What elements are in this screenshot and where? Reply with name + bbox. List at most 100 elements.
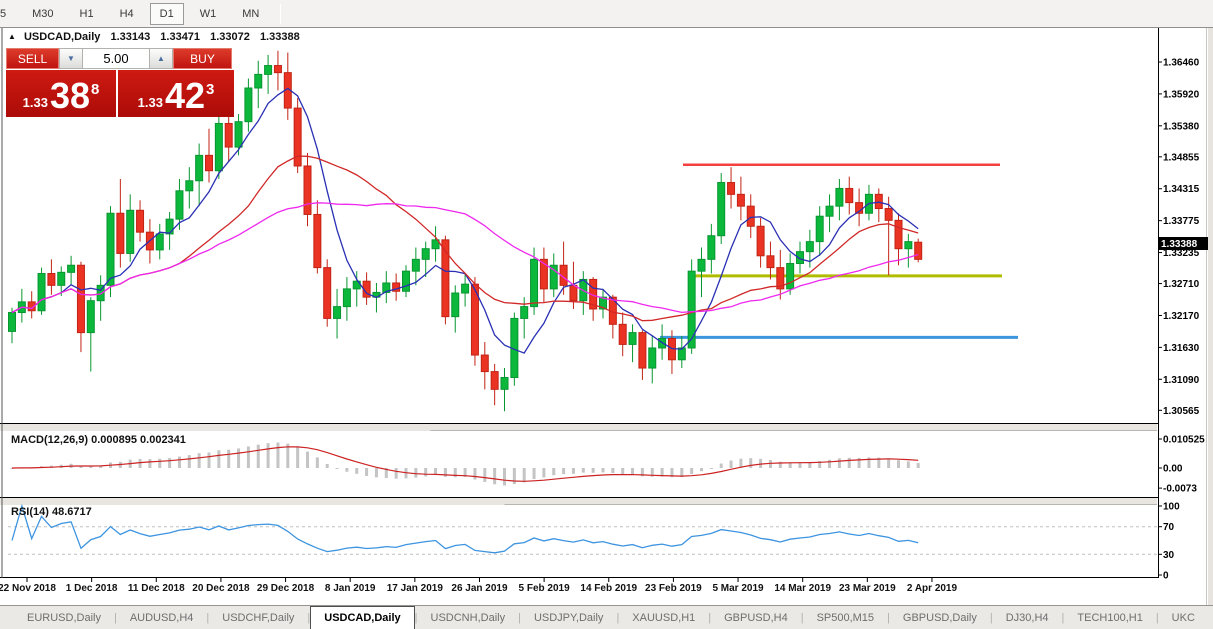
macd-values: 0.000895 0.002341	[91, 434, 186, 446]
toolbar-separator	[280, 3, 282, 24]
chart-tab-usdcnh[interactable]: USDCNH,Daily	[430, 611, 506, 624]
tab-separator: |	[616, 611, 620, 624]
chart-tab-usdcad[interactable]: USDCAD,Daily	[310, 606, 415, 629]
chart-tab-xauusd[interactable]: XAUUSD,H1	[632, 611, 696, 624]
ohlc-close: 1.33388	[259, 31, 300, 43]
time-axis-label: 5 Feb 2019	[518, 583, 570, 594]
chart-tab-tech100[interactable]: TECH100,H1	[1077, 611, 1143, 624]
time-axis-label: 8 Jan 2019	[324, 583, 376, 594]
tab-separator: |	[113, 611, 117, 624]
window-edge	[1208, 28, 1213, 629]
time-axis-label: 14 Feb 2019	[580, 583, 638, 594]
timeframe-button-h4[interactable]: H4	[119, 7, 134, 20]
time-axis-label: 2 Apr 2019	[906, 583, 958, 594]
tab-separator: |	[1155, 611, 1159, 624]
time-axis-label: 17 Jan 2019	[386, 583, 443, 594]
ask-quote-panel[interactable]: 1.33 42 3	[118, 70, 234, 117]
tab-separator: |	[414, 611, 418, 624]
ohlc-low: 1.33072	[210, 31, 250, 43]
timeframe-toolbar: 5 M30 H1 H4 D1 W1 MN	[0, 0, 1213, 28]
tab-separator: |	[307, 611, 311, 624]
tab-separator: |	[206, 611, 210, 624]
tab-separator: |	[708, 611, 712, 624]
svg-text:1.34855: 1.34855	[1163, 152, 1200, 163]
timeframe-button-h1[interactable]: H1	[79, 7, 94, 20]
svg-text:1.32710: 1.32710	[1163, 279, 1200, 290]
tab-separator: |	[518, 611, 521, 624]
tab-separator: |	[800, 611, 804, 624]
chart-title: ▲ USDCAD,Daily 1.33143 1.33471 1.33072 1…	[8, 31, 306, 43]
current-price-tag: 1.33388	[1161, 239, 1198, 250]
timeframe-button-d1[interactable]: D1	[149, 2, 184, 25]
macd-indicator-label: MACD(12,26,9) 0.000895 0.002341	[11, 434, 186, 446]
collapse-icon[interactable]: ▲	[8, 32, 16, 41]
time-axis-label: 5 Mar 2019	[712, 583, 764, 594]
svg-text:1.31630: 1.31630	[1163, 343, 1200, 354]
bid-quote-panel[interactable]: 1.33 38 8	[6, 70, 116, 117]
rsi-indicator-label: RSI(14) 48.6717	[11, 506, 92, 518]
svg-text:1.36460: 1.36460	[1163, 58, 1200, 69]
volume-input[interactable]	[83, 48, 149, 69]
ask-prefix: 1.33	[137, 95, 163, 110]
timeframe-button-m30[interactable]: M30	[32, 7, 54, 20]
chart-tab-usdchf[interactable]: USDCHF,Daily	[222, 611, 295, 624]
timeframe-button-mn[interactable]: MN	[242, 7, 260, 20]
time-axis-label: 14 Mar 2019	[774, 583, 832, 594]
macd-name: MACD(12,26,9)	[11, 434, 89, 446]
svg-text:-0.0073: -0.0073	[1163, 484, 1197, 495]
tab-separator: |	[989, 611, 993, 624]
bid-point: 8	[91, 81, 100, 98]
ask-point: 3	[206, 81, 215, 98]
ask-pips: 42	[164, 75, 205, 116]
bid-prefix: 1.33	[22, 95, 48, 110]
timeframe-button-w1[interactable]: W1	[199, 7, 217, 20]
svg-text:1.31090: 1.31090	[1163, 375, 1200, 386]
svg-text:1.30565: 1.30565	[1163, 406, 1200, 417]
volume-increase-button[interactable]: ▲	[149, 48, 173, 69]
rsi-name: RSI(14)	[11, 506, 49, 518]
time-axis-label: 22 Nov 2018	[0, 583, 56, 594]
one-click-trading-widget: SELL ▼ ▲ BUY 1.33 38 8 1.33 42 3	[6, 48, 234, 117]
time-axis-label: 23 Feb 2019	[645, 583, 702, 594]
chart-tab-usdjpy[interactable]: USDJPY,Daily	[533, 611, 604, 624]
svg-text:100: 100	[1163, 502, 1180, 513]
svg-text:0: 0	[1163, 571, 1169, 582]
chart-tab-bar: EURUSD,Daily | AUDUSD,H4 | USDCHF,Daily | USDC…	[0, 605, 1213, 629]
volume-decrease-button[interactable]: ▼	[59, 48, 83, 69]
chart-tab-sp500[interactable]: SP500,M15	[816, 611, 875, 624]
svg-text:30: 30	[1163, 550, 1175, 561]
chart-tab-gbpusd[interactable]: GBPUSD,H4	[724, 611, 788, 624]
svg-text:70: 70	[1163, 522, 1175, 533]
bid-pips: 38	[49, 75, 90, 116]
chart-tab-ukc[interactable]: UKC	[1171, 611, 1195, 624]
chart-tab-eurusd[interactable]: EURUSD,Daily	[27, 611, 101, 624]
svg-text:0.010525: 0.010525	[1163, 435, 1205, 446]
svg-text:1.33235: 1.33235	[1163, 248, 1200, 259]
ohlc-open: 1.33143	[110, 31, 151, 43]
time-axis-label: 11 Dec 2018	[127, 583, 185, 594]
time-axis: 22 Nov 2018 1 Dec 2018 11 Dec 2018 20 Dec 2…	[0, 583, 1157, 597]
chart-tab-audusd[interactable]: AUDUSD,H4	[129, 611, 194, 624]
chart-tab-gbpusd[interactable]: GBPUSD,Daily	[902, 611, 977, 624]
sell-button[interactable]: SELL	[6, 48, 59, 69]
time-axis-label: 20 Dec 2018	[192, 583, 250, 594]
time-axis-label: 26 Jan 2019	[451, 583, 508, 594]
svg-text:1.34315: 1.34315	[1163, 184, 1200, 195]
ohlc-high: 1.33471	[160, 31, 201, 43]
time-axis-label: 1 Dec 2018	[65, 583, 118, 594]
symbol-name: USDCAD,Daily	[23, 31, 101, 43]
buy-button[interactable]: BUY	[173, 48, 232, 69]
time-axis-label: 29 Dec 2018	[256, 583, 315, 594]
svg-text:1.35920: 1.35920	[1163, 89, 1200, 100]
svg-text:0.00: 0.00	[1163, 464, 1183, 475]
rsi-value: 48.6717	[51, 506, 92, 518]
chart-tab-dj30[interactable]: DJ30,H4	[1005, 611, 1049, 624]
timeframe-button-5[interactable]: 5	[0, 7, 7, 20]
time-axis-label: 23 Mar 2019	[838, 583, 896, 594]
svg-text:1.33775: 1.33775	[1163, 216, 1200, 227]
tab-separator: |	[1061, 611, 1065, 624]
svg-text:1.35380: 1.35380	[1163, 121, 1200, 132]
svg-text:1.32170: 1.32170	[1163, 311, 1200, 322]
